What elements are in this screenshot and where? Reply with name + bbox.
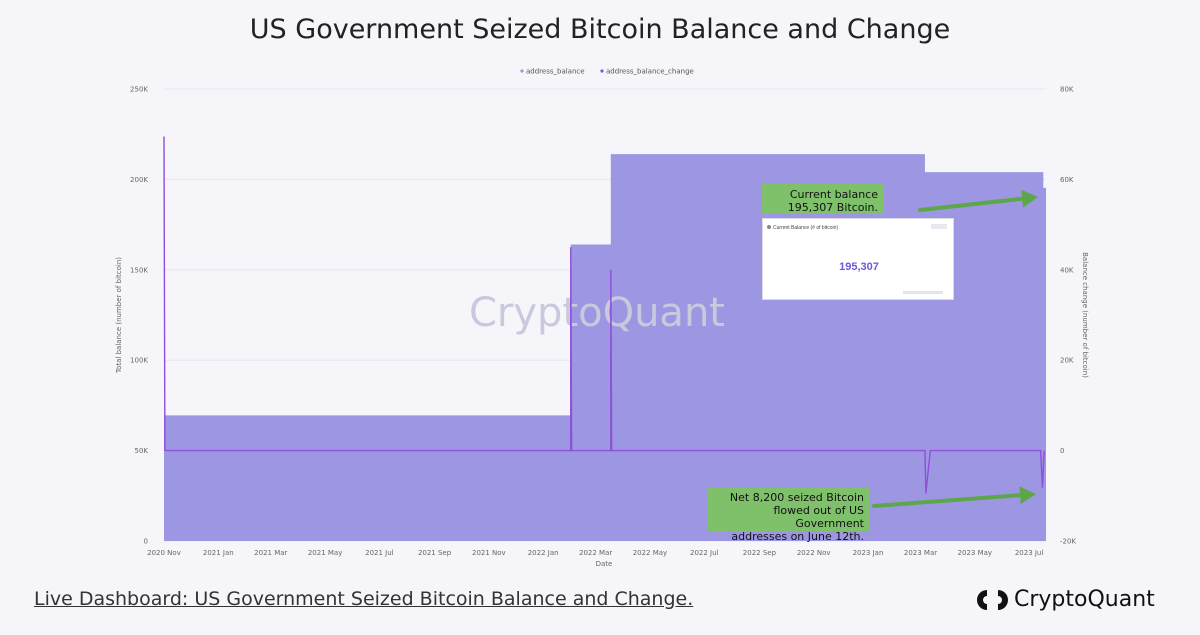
x-tick-label: 2023 Jul [1015, 549, 1044, 557]
x-tick-label: 2021 Sep [418, 549, 452, 557]
watermark: CryptoQuant [469, 290, 725, 336]
y-right-tick-label: -20K [1060, 538, 1076, 546]
x-tick-label: 2022 Sep [743, 549, 777, 557]
x-tick-label: 2022 Mar [579, 549, 612, 557]
y-left-axis-label: Total balance (number of bitcoin) [115, 257, 123, 374]
callout-current-balance: Current balance 195,307 Bitcoin. [762, 184, 884, 214]
arrow-current-balance-head [1021, 189, 1038, 208]
y-left-tick-label: 100K [130, 357, 148, 365]
x-tick-label: 2023 May [958, 549, 993, 557]
x-tick-label: 2021 Jul [365, 549, 394, 557]
callout-line: 195,307 Bitcoin. [787, 201, 878, 214]
x-tick-label: 2022 Jul [690, 549, 719, 557]
y-right-tick-label: 40K [1060, 266, 1074, 274]
callout-line: addresses on June 12th. [731, 530, 864, 543]
arrow-outflow [872, 493, 1024, 508]
chart-area: CryptoQuant 0 50K 100K 150K 200K 250K -20K 0 20K 4… [115, 68, 1089, 569]
x-tick-label: 2021 Mar [254, 549, 287, 557]
x-tick-label: 2022 Jan [528, 549, 559, 557]
balance-change-line [163, 136, 1045, 494]
legend-label-change: address_balance_change [606, 68, 694, 76]
arrow-outflow-head [1019, 486, 1036, 505]
brand-name: CryptoQuant [1014, 587, 1155, 612]
x-tick-label: 2023 Mar [904, 549, 937, 557]
chart-svg: CryptoQuant 0 50K 100K 150K 200K 250K -20K 0 20K 4… [115, 68, 1089, 569]
x-tick-label: 2022 May [633, 549, 668, 557]
live-dashboard-link[interactable]: Live Dashboard: US Government Seized Bit… [34, 588, 694, 610]
widget-title: Current Balance (# of bitcoin) [773, 225, 839, 231]
x-tick-label: 2021 Jan [203, 549, 234, 557]
cryptoquant-logo-icon [977, 590, 1008, 610]
callout-line: Current balance [789, 188, 878, 201]
x-tick-label: 2023 Jan [853, 549, 884, 557]
chart-title: US Government Seized Bitcoin Balance and… [249, 14, 951, 45]
current-balance-widget: Current Balance (# of bitcoin) 195,307 [762, 218, 954, 300]
y-left-tick-label: 200K [130, 176, 148, 184]
legend-swatch-balance [520, 69, 524, 73]
callout-line: flowed out of US Government [773, 504, 864, 530]
legend-label-balance: address_balance [526, 68, 585, 76]
widget-icon [767, 225, 771, 229]
callout-outflow: Net 8,200 seized Bitcoin flowed out of U… [708, 487, 870, 543]
balance-area [164, 154, 1046, 541]
y-right-tick-label: 20K [1060, 357, 1074, 365]
callout-line: Net 8,200 seized Bitcoin [729, 491, 864, 504]
y-left-tick-label: 250K [130, 86, 148, 94]
y-left-tick-label: 0 [144, 538, 148, 546]
x-tick-label: 2021 May [308, 549, 343, 557]
widget-controls-icon [931, 224, 947, 229]
legend-swatch-change [600, 69, 604, 73]
y-right-tick-label: 0 [1060, 447, 1064, 455]
x-tick-label: 2020 Nov [147, 549, 181, 557]
x-tick-label: 2022 Nov [797, 549, 831, 557]
widget-footer [903, 291, 943, 294]
y-right-axis-label: Balance change (number of bitcoin) [1081, 252, 1089, 378]
widget-value: 195,307 [839, 261, 879, 273]
x-axis-label: Date [596, 560, 613, 568]
x-tick-label: 2021 Nov [472, 549, 506, 557]
y-right-tick-label: 60K [1060, 176, 1074, 184]
y-left-tick-label: 150K [130, 266, 148, 274]
arrow-current-balance [918, 196, 1026, 212]
y-left-tick-label: 50K [135, 447, 149, 455]
y-right-tick-label: 80K [1060, 86, 1074, 94]
